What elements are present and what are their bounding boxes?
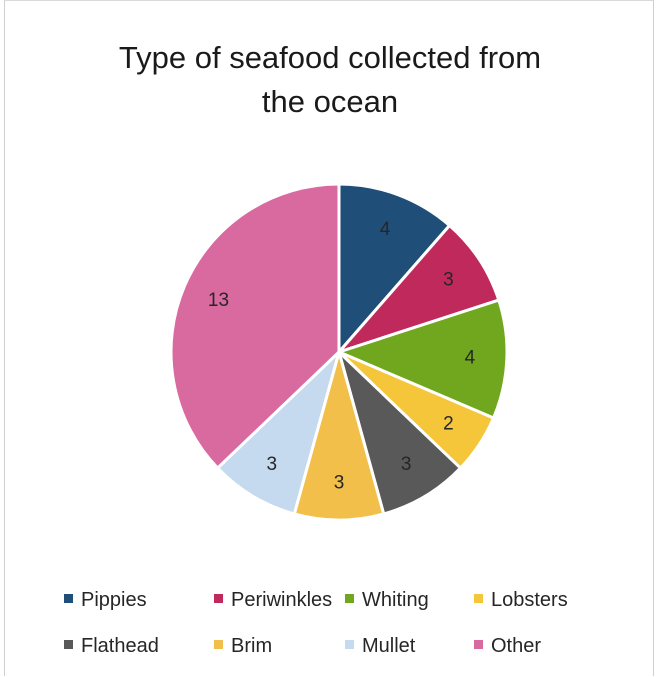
data-label-periwinkles: 3: [443, 269, 454, 290]
legend-label-other: Other: [491, 635, 542, 657]
pie-slice-flathead: [336, 347, 463, 516]
legend-swatch-whiting: [345, 594, 354, 604]
data-label-whiting: 4: [465, 347, 476, 368]
data-label-brim: 3: [334, 473, 345, 494]
data-label-other: 13: [208, 290, 229, 311]
pie-slice-brim: [292, 346, 386, 522]
legend-swatch-mullet: [345, 640, 354, 650]
legend-item-lobsters: Lobsters: [474, 586, 568, 614]
pie-slice-periwinkles: [334, 223, 501, 356]
legend-item-periwinkles: Periwinkles: [214, 586, 332, 614]
pie-slice-pippies: [337, 182, 452, 356]
legend-swatch-lobsters: [474, 594, 483, 604]
legend-label-periwinkles: Periwinkles: [231, 589, 333, 611]
legend-swatch-other: [474, 640, 483, 650]
legend-swatch-periwinkles: [214, 594, 223, 604]
chart-title: Type of seafood collected from the ocean: [0, 36, 660, 124]
legend-item-mullet: Mullet: [345, 632, 415, 660]
pie-slice-other: [169, 182, 341, 471]
legend-label-lobsters: Lobsters: [491, 589, 568, 611]
legend-swatch-flathead: [64, 640, 73, 650]
data-label-mullet: 3: [267, 454, 278, 475]
pie-slice-mullet: [215, 347, 342, 516]
pie-data-labels: 4 3 4 2 3 3 3 13: [208, 219, 476, 494]
legend-item-pippies: Pippies: [64, 586, 147, 614]
legend-label-whiting: Whiting: [362, 589, 429, 611]
legend-swatch-pippies: [64, 594, 73, 604]
legend-swatch-brim: [214, 640, 223, 650]
legend-label-mullet: Mullet: [362, 635, 416, 657]
chart-title-line-2: the ocean: [261, 84, 399, 119]
data-label-flathead: 3: [401, 454, 412, 475]
legend-label-flathead: Flathead: [81, 635, 159, 657]
legend-item-other: Other: [474, 632, 541, 660]
legend-label-pippies: Pippies: [81, 589, 147, 611]
legend-item-brim: Brim: [214, 632, 272, 660]
chart-title-line-1: Type of seafood collected from: [118, 40, 542, 75]
legend-label-brim: Brim: [231, 635, 273, 657]
legend-item-whiting: Whiting: [345, 586, 429, 614]
pie-slice-whiting: [334, 298, 509, 420]
data-label-lobsters: 2: [443, 414, 454, 435]
pie-slices: [169, 182, 509, 522]
legend-item-flathead: Flathead: [64, 632, 159, 660]
data-label-pippies: 4: [380, 219, 391, 240]
